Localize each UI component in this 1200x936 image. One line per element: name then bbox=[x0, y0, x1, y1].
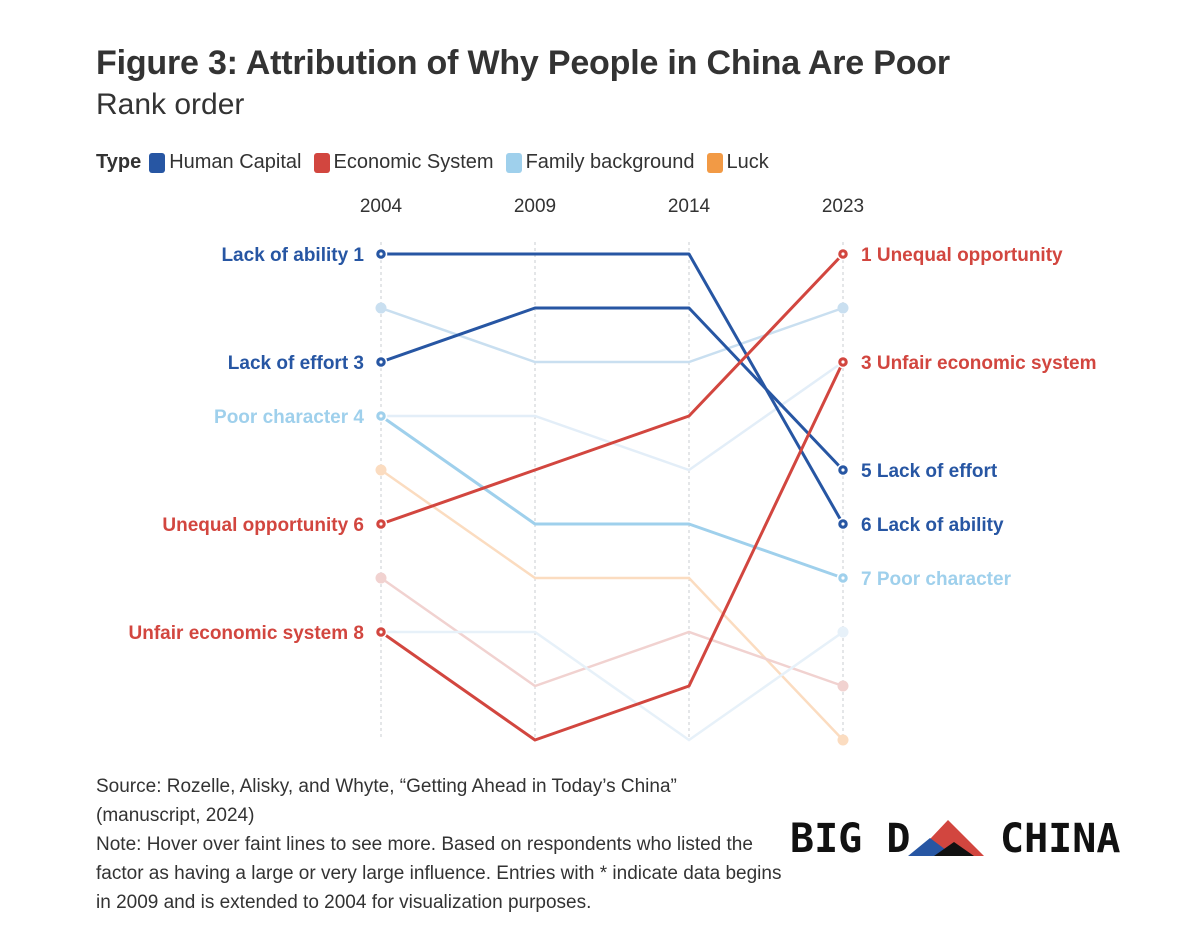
legend-label-family-background: Family background bbox=[525, 151, 695, 173]
source-note: Source: Rozelle, Alisky, and Whyte, “Get… bbox=[96, 776, 677, 826]
series-unequal-opportunity-point-center-2004 bbox=[379, 522, 383, 526]
series-unequal-opportunity-right-label: 1 Unequal opportunity bbox=[861, 245, 1063, 266]
series-unfair-economic-system-left-label: Unfair economic system 8 bbox=[129, 623, 364, 644]
year-label-2009: 2009 bbox=[514, 196, 556, 217]
series-lack-of-effort-right-label: 5 Lack of effort bbox=[861, 461, 998, 482]
series-poor-character-point-center-2023 bbox=[841, 576, 845, 580]
faint-series-2-point[interactable] bbox=[837, 734, 849, 746]
series-lack-of-ability-right-label: 6 Lack of ability bbox=[861, 515, 1004, 536]
series-unfair-economic-system-point-center-2023 bbox=[841, 360, 845, 364]
year-label-2023: 2023 bbox=[822, 196, 864, 217]
series-labels: Lack of ability 1 6 Lack of ability Lack o… bbox=[129, 245, 1097, 644]
chart-title: Figure 3: Attribution of Why People in C… bbox=[96, 44, 950, 82]
series-unequal-opportunity-point-center-2023 bbox=[841, 252, 845, 256]
series-lack-of-effort-left-label: Lack of effort 3 bbox=[228, 353, 364, 374]
series-unfair-economic-system-right-label: 3 Unfair economic system bbox=[861, 353, 1096, 374]
chart-subtitle: Rank order bbox=[96, 88, 245, 121]
methodology-note: Note: Hover over faint lines to see more… bbox=[96, 834, 782, 913]
big-data-china-logo: BIG D CHINA bbox=[790, 814, 1135, 864]
series-poor-character-point-center-2004 bbox=[379, 414, 383, 418]
mountain-icon bbox=[908, 820, 984, 856]
series-unfair-economic-system-point-center-2004 bbox=[379, 630, 383, 634]
series-poor-character-right-label: 7 Poor character bbox=[861, 569, 1012, 590]
series-lack-of-ability-point-center-2023 bbox=[841, 522, 845, 526]
series-poor-character-line[interactable] bbox=[380, 414, 844, 580]
series-unequal-opportunity-line[interactable] bbox=[380, 252, 845, 526]
series-unfair-economic-system-line[interactable] bbox=[380, 361, 845, 742]
faint-series-1-line[interactable] bbox=[381, 360, 844, 472]
year-label-2004: 2004 bbox=[360, 196, 403, 217]
faint-series-3-point[interactable] bbox=[375, 572, 387, 584]
legend-title: Type bbox=[96, 151, 142, 173]
legend-label-human-capital: Human Capital bbox=[169, 151, 302, 173]
highlighted-series-layer[interactable] bbox=[374, 247, 850, 742]
bump-chart: 2004 2009 2014 2023 Lack of ability 1 6 Lack… bbox=[129, 196, 1097, 746]
series-lack-of-ability-point-center-2004 bbox=[379, 252, 383, 256]
faint-series-4-point[interactable] bbox=[837, 626, 849, 638]
footer: Source: Rozelle, Alisky, and Whyte, “Get… bbox=[96, 772, 786, 917]
legend-swatch-luck bbox=[706, 152, 723, 173]
series-lack-of-ability-line[interactable] bbox=[381, 252, 845, 525]
logo-text-left: BIG D bbox=[790, 816, 911, 862]
faint-series-2-point[interactable] bbox=[375, 464, 387, 476]
faint-series-4-line[interactable] bbox=[381, 630, 844, 742]
legend-item-human-capital[interactable]: Human Capital bbox=[149, 151, 302, 174]
faint-series-3-point[interactable] bbox=[837, 680, 849, 692]
logo-text-right: CHINA bbox=[1000, 816, 1121, 862]
legend-item-luck[interactable]: Luck bbox=[706, 151, 769, 174]
year-labels: 2004 2009 2014 2023 bbox=[360, 196, 864, 217]
legend-swatch-family-background bbox=[505, 152, 522, 173]
series-lack-of-effort-line[interactable] bbox=[380, 306, 845, 472]
legend-item-family-background[interactable]: Family background bbox=[505, 151, 695, 174]
year-label-2014: 2014 bbox=[668, 196, 711, 217]
grid-layer bbox=[380, 242, 844, 740]
faint-series-0-point[interactable] bbox=[375, 302, 387, 314]
faint-series-0-line[interactable] bbox=[380, 306, 844, 364]
legend: Type Human Capital Economic System Famil… bbox=[96, 151, 781, 174]
series-unequal-opportunity-left-label: Unequal opportunity 6 bbox=[162, 515, 364, 536]
series-poor-character-left-label: Poor character 4 bbox=[214, 407, 364, 428]
series-lack-of-effort-point-center-2023 bbox=[841, 468, 845, 472]
legend-swatch-economic-system bbox=[313, 152, 330, 173]
legend-swatch-human-capital bbox=[149, 152, 166, 173]
faint-series-0-point[interactable] bbox=[837, 302, 849, 314]
series-lack-of-ability-left-label: Lack of ability 1 bbox=[221, 245, 364, 266]
legend-label-luck: Luck bbox=[726, 151, 769, 173]
legend-item-economic-system[interactable]: Economic System bbox=[313, 151, 494, 174]
legend-label-economic-system: Economic System bbox=[333, 151, 494, 173]
series-lack-of-effort-point-center-2004 bbox=[379, 360, 383, 364]
